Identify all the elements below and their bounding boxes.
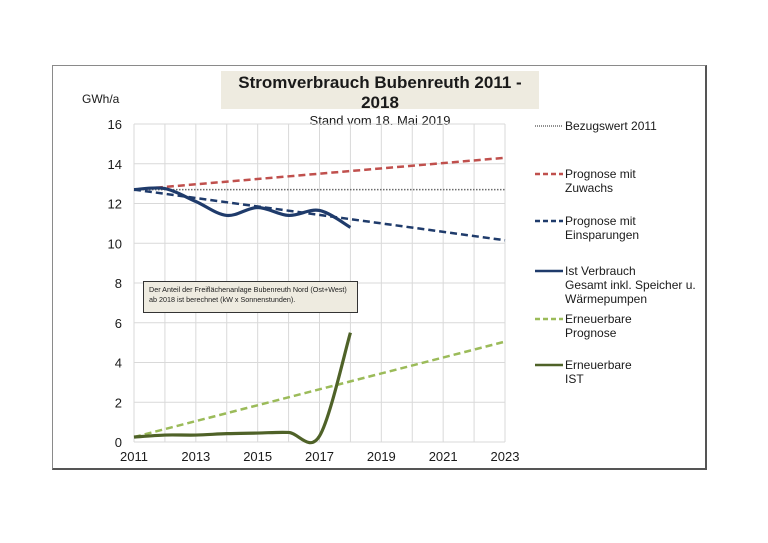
legend-label-line: Wärmepumpen [565, 292, 648, 306]
x-tick-label: 2017 [305, 449, 334, 464]
legend-label-line: IST [565, 372, 584, 386]
annotation-line-2: ab 2018 ist berechnet (kW x Sonnenstunde… [149, 295, 296, 304]
series-lines [133, 156, 506, 445]
legend-label: Ist Verbrauch Gesamt inkl. Speicher u. Wär… [565, 264, 696, 306]
y-tick-label: 12 [108, 197, 122, 212]
legend-item: Bezugswert 2011 [533, 119, 657, 133]
legend-swatch [533, 167, 563, 181]
series-line-prognose-mit-zuwachs [133, 156, 506, 191]
y-tick-label: 10 [108, 236, 122, 251]
legend-label: Erneuerbare Prognose [565, 312, 632, 340]
legend-label-line: Prognose [565, 326, 617, 340]
legend-label: Prognose mit Zuwachs [565, 167, 636, 195]
y-tick-label: 0 [115, 435, 122, 450]
series-line-erneuerbare-prognose [133, 340, 506, 439]
annotation-box: Der Anteil der Freiflächenanlage Bubenre… [143, 281, 358, 313]
series-line-prognose-mit-einsparungen [133, 188, 506, 242]
y-tick-label: 8 [115, 276, 122, 291]
legend-item: Prognose mit Zuwachs [533, 167, 636, 195]
x-tick-label: 2015 [243, 449, 272, 464]
chart-title: Stromverbrauch Bubenreuth 2011 - 2018 [238, 73, 522, 112]
legend-swatch [533, 214, 563, 228]
y-tick-label: 6 [115, 316, 122, 331]
legend-label: Prognose mit Einsparungen [565, 214, 639, 242]
x-tick-label: 2013 [181, 449, 210, 464]
y-tick-label: 2 [115, 395, 122, 410]
x-tick-label: 2011 [120, 449, 148, 464]
legend-label-line: Prognose mit [565, 214, 636, 228]
legend-item: Prognose mit Einsparungen [533, 214, 639, 242]
ticks: 0 2 4 6 8 10 12 14 16 2011 2013 2015 2017 2019 2021 202… [108, 117, 520, 464]
legend-item: Erneuerbare Prognose [533, 312, 632, 340]
legend-swatch [533, 358, 563, 372]
y-tick-label: 16 [108, 117, 122, 132]
y-axis-label: GWh/a [82, 92, 120, 106]
chart-title-box: Stromverbrauch Bubenreuth 2011 - 2018 St… [221, 71, 539, 128]
x-tick-label: 2021 [429, 449, 458, 464]
legend-label-line: Erneuerbare [565, 358, 632, 372]
series-line-erneuerbare-ist [133, 332, 352, 445]
legend-swatch [533, 312, 563, 326]
legend-label: Erneuerbare IST [565, 358, 632, 386]
legend-label-line: Zuwachs [565, 181, 614, 195]
legend-item: Ist Verbrauch Gesamt inkl. Speicher u. Wär… [533, 264, 696, 306]
legend-label-line: Ist Verbrauch [565, 264, 636, 278]
x-tick-label: 2019 [367, 449, 396, 464]
legend-swatch [533, 119, 563, 133]
legend-label-line: Prognose mit [565, 167, 636, 181]
legend-label-line: Bezugswert 2011 [565, 119, 657, 133]
legend-label-line: Einsparungen [565, 228, 640, 242]
y-tick-label: 4 [115, 356, 122, 371]
legend-label-line: Gesamt inkl. Speicher u. [565, 278, 696, 292]
x-tick-label: 2023 [491, 449, 520, 464]
legend-label-line: Erneuerbare [565, 312, 632, 326]
y-tick-label: 14 [108, 157, 122, 172]
series-line-ist-verbrauch-gesamt-inkl-speicher-u-w-rmepumpen [133, 186, 352, 229]
legend-item: Erneuerbare IST [533, 358, 632, 386]
annotation-line-1: Der Anteil der Freiflächenanlage Bubenre… [149, 285, 347, 294]
legend-swatch [533, 264, 563, 278]
legend-label: Bezugswert 2011 [565, 119, 657, 133]
